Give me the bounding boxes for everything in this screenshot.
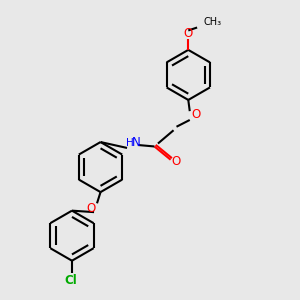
Text: O: O [192, 108, 201, 121]
Text: O: O [172, 155, 181, 168]
Text: O: O [184, 27, 193, 40]
Text: Cl: Cl [64, 274, 77, 287]
Text: N: N [132, 136, 141, 149]
Text: H: H [126, 138, 134, 148]
Text: CH₃: CH₃ [204, 16, 222, 27]
Text: O: O [86, 202, 96, 215]
